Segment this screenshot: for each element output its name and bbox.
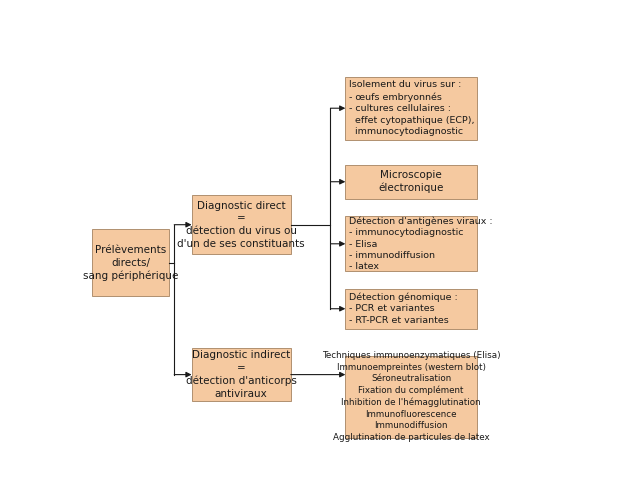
Text: Diagnostic direct
=
détection du virus ou
d'un de ses constituants: Diagnostic direct = détection du virus o… (177, 200, 305, 249)
FancyBboxPatch shape (191, 195, 291, 254)
FancyBboxPatch shape (346, 289, 477, 329)
FancyBboxPatch shape (346, 77, 477, 140)
Text: Diagnostic indirect
=
détection d'anticorps
antiviraux: Diagnostic indirect = détection d'antico… (186, 350, 296, 399)
Text: Prélèvements
directs/
sang périphérique: Prélèvements directs/ sang périphérique (83, 245, 179, 281)
Text: Techniques immunoenzymatiques (Elisa)
Immunoempreintes (western blot)
Séroneutra: Techniques immunoenzymatiques (Elisa) Im… (322, 351, 500, 442)
FancyBboxPatch shape (191, 348, 291, 401)
FancyBboxPatch shape (346, 356, 477, 437)
FancyBboxPatch shape (92, 230, 169, 296)
Text: Détection génomique :
- PCR et variantes
- RT-PCR et variantes: Détection génomique : - PCR et variantes… (349, 293, 458, 325)
FancyBboxPatch shape (346, 216, 477, 271)
Text: Isolement du virus sur :
- œufs embryonnés
- cultures cellulaires :
  effet cyto: Isolement du virus sur : - œufs embryonn… (349, 80, 475, 136)
Text: Détection d'antigènes viraux :
- immunocytodiagnostic
- Elisa
- immunodiffusion
: Détection d'antigènes viraux : - immunoc… (349, 216, 493, 271)
FancyBboxPatch shape (346, 165, 477, 199)
Text: Microscopie
électronique: Microscopie électronique (378, 170, 444, 193)
